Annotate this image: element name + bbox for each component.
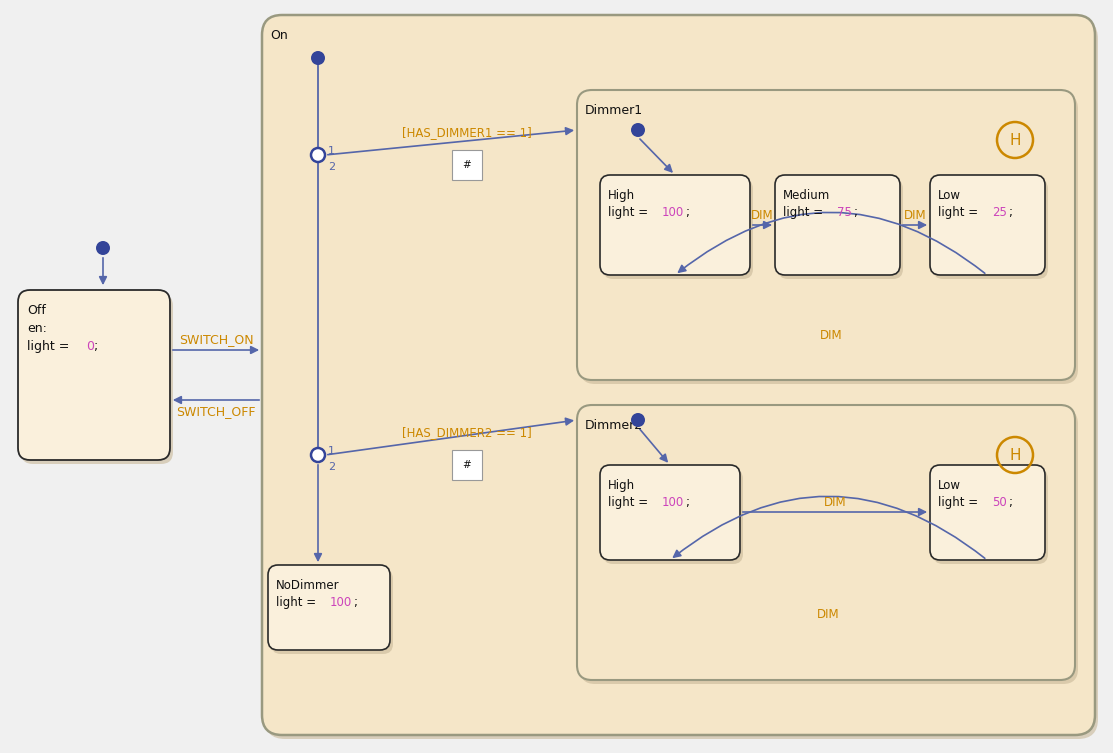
Text: SWITCH_ON: SWITCH_ON (179, 334, 254, 346)
Text: en:: en: (27, 322, 47, 335)
Circle shape (311, 448, 325, 462)
Text: 100: 100 (662, 496, 684, 509)
Text: light =: light = (784, 206, 827, 219)
Text: ;: ; (1008, 206, 1012, 219)
Text: light =: light = (938, 496, 982, 509)
Text: ;: ; (93, 340, 98, 353)
FancyBboxPatch shape (778, 179, 903, 279)
Circle shape (631, 413, 646, 427)
Text: light =: light = (608, 206, 652, 219)
Text: 0: 0 (86, 340, 93, 353)
Text: 100: 100 (329, 596, 352, 609)
Text: Low: Low (938, 189, 961, 202)
FancyBboxPatch shape (268, 565, 390, 650)
Text: DIM: DIM (750, 209, 774, 221)
Text: Dimmer2: Dimmer2 (585, 419, 643, 432)
Text: SWITCH_OFF: SWITCH_OFF (176, 406, 256, 419)
Text: ;: ; (684, 206, 689, 219)
FancyBboxPatch shape (930, 175, 1045, 275)
FancyBboxPatch shape (265, 19, 1099, 739)
Text: 1: 1 (328, 146, 335, 156)
Text: NoDimmer: NoDimmer (276, 579, 339, 592)
Text: light =: light = (276, 596, 319, 609)
FancyBboxPatch shape (933, 179, 1048, 279)
Text: 1: 1 (328, 446, 335, 456)
Circle shape (631, 123, 646, 137)
Text: 25: 25 (992, 206, 1007, 219)
Text: H: H (1009, 447, 1021, 462)
Text: light =: light = (27, 340, 73, 353)
FancyBboxPatch shape (262, 15, 1095, 735)
Text: ;: ; (1008, 496, 1012, 509)
Text: On: On (270, 29, 288, 42)
Circle shape (96, 241, 110, 255)
Circle shape (311, 148, 325, 162)
Text: DIM: DIM (817, 608, 839, 621)
FancyBboxPatch shape (775, 175, 900, 275)
Text: High: High (608, 189, 636, 202)
FancyBboxPatch shape (270, 569, 393, 654)
Text: Low: Low (938, 479, 961, 492)
Text: [HAS_DIMMER2 == 1]: [HAS_DIMMER2 == 1] (402, 426, 532, 440)
Text: 100: 100 (662, 206, 684, 219)
Text: DIM: DIM (824, 495, 846, 508)
Text: DIM: DIM (819, 328, 843, 342)
FancyBboxPatch shape (930, 465, 1045, 560)
FancyBboxPatch shape (580, 94, 1078, 384)
Text: 2: 2 (328, 462, 335, 472)
Text: [HAS_DIMMER1 == 1]: [HAS_DIMMER1 == 1] (402, 127, 532, 139)
Text: 50: 50 (992, 496, 1007, 509)
FancyBboxPatch shape (577, 405, 1075, 680)
Text: High: High (608, 479, 636, 492)
Text: DIM: DIM (904, 209, 926, 221)
Text: 2: 2 (328, 162, 335, 172)
FancyBboxPatch shape (580, 409, 1078, 684)
Text: 75: 75 (837, 206, 851, 219)
FancyBboxPatch shape (600, 175, 750, 275)
FancyBboxPatch shape (603, 469, 743, 564)
Text: #: # (463, 160, 472, 170)
Text: H: H (1009, 133, 1021, 148)
Text: Dimmer1: Dimmer1 (585, 104, 643, 117)
FancyBboxPatch shape (18, 290, 170, 460)
FancyBboxPatch shape (21, 294, 173, 464)
Text: light =: light = (938, 206, 982, 219)
Text: #: # (463, 460, 472, 470)
Text: Off: Off (27, 304, 46, 317)
Text: light =: light = (608, 496, 652, 509)
FancyBboxPatch shape (600, 465, 740, 560)
Text: Medium: Medium (784, 189, 830, 202)
Circle shape (311, 51, 325, 65)
FancyBboxPatch shape (933, 469, 1048, 564)
Text: ;: ; (353, 596, 357, 609)
Text: ;: ; (684, 496, 689, 509)
FancyBboxPatch shape (577, 90, 1075, 380)
FancyBboxPatch shape (603, 179, 754, 279)
Text: ;: ; (853, 206, 857, 219)
